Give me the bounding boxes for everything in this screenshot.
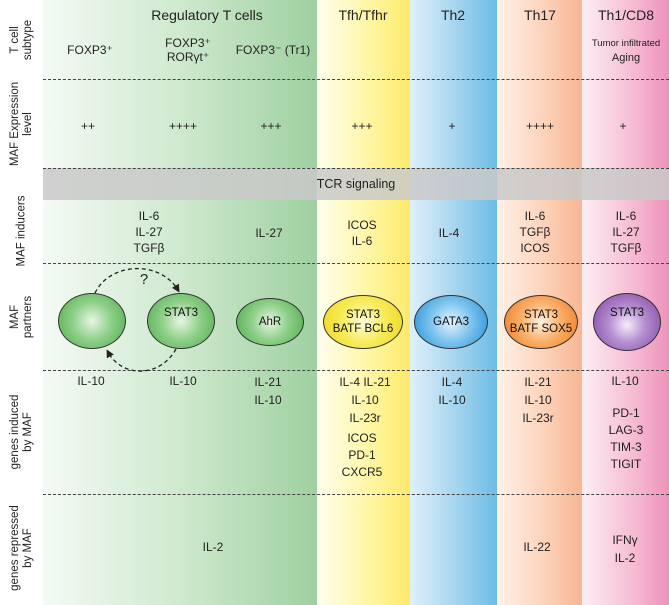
expression-th17: ++++ (525, 119, 555, 133)
row-divider (43, 370, 669, 371)
row-divider (43, 263, 669, 264)
tcr-signaling-label: TCR signaling (316, 177, 396, 191)
induced-tfh-bottom: ICOS PD-1 CXCR5 (341, 431, 383, 479)
question-mark: ? (139, 271, 149, 288)
partner-oval-ahr: AhR (236, 298, 304, 346)
expression-tfh: +++ (351, 119, 373, 133)
partner-oval-gata3: GATA3 (414, 295, 488, 349)
header-tfh: Tfh/Tfhr (338, 7, 388, 23)
inducers-tfh: ICOS IL-6 (347, 218, 377, 248)
header-th1-cd8: Th1/CD8 (597, 7, 655, 23)
partner-oval-th17: STAT3 BATF SOX5 (504, 295, 578, 349)
subtype-foxp3-rorgt-line1: FOXP3⁺ (165, 36, 211, 50)
induced-th1-top: IL-10 (611, 374, 639, 388)
induced-foxp3-rorgt: IL-10 (169, 374, 197, 388)
repressed-th17: IL-22 (523, 540, 551, 554)
induced-tr1: IL-21 IL-10 (254, 375, 282, 407)
arrow-foxp3-to-stat3 (94, 267, 180, 294)
subtype-aging: Aging (611, 52, 641, 64)
subtype-tumor-infiltrated: Tumor infiltrated (591, 38, 661, 49)
expression-th1: + (619, 119, 627, 133)
partner-oval-tfh: STAT3 BATF BCL6 (323, 295, 403, 349)
header-regulatory-t-cells: Regulatory T cells (151, 7, 263, 23)
induced-foxp3: IL-10 (77, 374, 105, 388)
induced-th17: IL-21 IL-10 IL-23r (522, 375, 554, 425)
partner-oval-stat3-treg: STAT3 (147, 293, 215, 349)
subtype-tr1: FOXP3⁻ (Tr1) (235, 43, 311, 57)
tcr-signaling-band (43, 168, 669, 200)
subtype-foxp3: FOXP3⁺ (67, 43, 113, 57)
header-th17: Th17 (524, 7, 556, 23)
row-divider (43, 168, 669, 169)
partner-oval-foxp3 (58, 293, 126, 349)
repressed-th1: IFNγ IL-2 (612, 533, 638, 565)
subtype-foxp3-rorgt-line2: RORγt⁺ (166, 50, 210, 64)
inducers-tr1: IL-27 (255, 226, 283, 240)
inducers-th1: IL-6 IL-27 TGFβ (610, 209, 642, 255)
expression-foxp3: ++ (80, 119, 96, 133)
induced-th2: IL-4 IL-10 (438, 375, 466, 407)
inducers-th2: IL-4 (438, 226, 460, 240)
induced-tfh-top: IL-4 IL-21 IL-10 IL-23r (339, 375, 391, 425)
inducers-foxp3-rorgt: IL-6 IL-27 TGFβ (133, 209, 165, 255)
induced-th1-bottom: PD-1 LAG-3 TIM-3 TIGIT (608, 406, 644, 471)
inducers-th17: IL-6 TGFβ ICOS (519, 209, 551, 255)
arrow-stat3-to-foxp3 (106, 348, 177, 372)
partner-oval-th1: STAT3 (593, 293, 661, 351)
expression-foxp3-rorgt: ++++ (168, 119, 198, 133)
expression-th2: + (448, 119, 456, 133)
header-th2: Th2 (440, 7, 466, 23)
row-divider (43, 494, 669, 495)
repressed-treg: IL-2 (202, 540, 224, 554)
expression-tr1: +++ (260, 119, 282, 133)
row-divider (43, 79, 669, 80)
